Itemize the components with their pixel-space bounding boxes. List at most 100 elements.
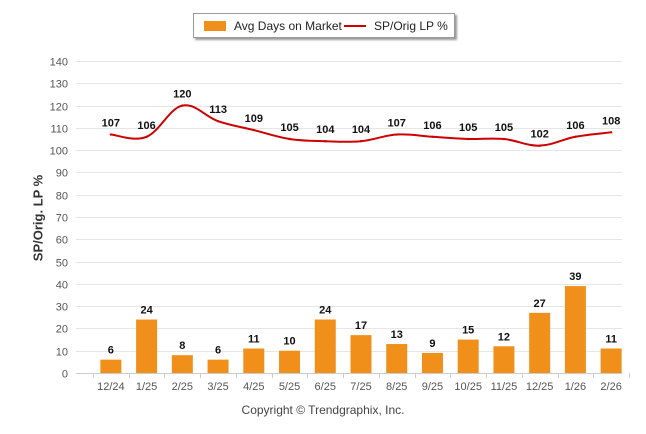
bar [564, 286, 586, 373]
line-point [324, 140, 327, 143]
bar-value-label: 17 [355, 320, 367, 332]
line-point [467, 137, 470, 141]
line-value-label: 106 [137, 120, 155, 132]
y-tick-label: 130 [50, 79, 68, 91]
line-point [574, 135, 577, 138]
legend-label-line: SP/Orig LP % [374, 19, 448, 33]
legend-label-bar: Avg Days on Market [234, 19, 342, 33]
line-value-label: 104 [316, 124, 335, 136]
line-point [288, 137, 291, 141]
line-value-label: 104 [352, 124, 371, 136]
line-point [395, 133, 398, 136]
x-tick-label: 1/26 [565, 381, 586, 393]
legend-item-bar[interactable]: Avg Days on Market [204, 19, 342, 33]
bar-value-label: 10 [283, 336, 295, 348]
line-point [145, 135, 148, 138]
line-value-label: 106 [566, 120, 584, 132]
x-tick-label: 3/25 [207, 381, 228, 393]
y-axis-ticks: 0 10 20 30 40 50 60 70 80 90 100 110 120 130 140 [50, 57, 68, 381]
y-tick-label: 50 [56, 258, 68, 270]
line-swatch-icon [344, 25, 366, 27]
y-tick-label: 90 [56, 168, 68, 180]
bar-value-label: 6 [108, 345, 114, 357]
line-point [109, 133, 113, 136]
bar [350, 335, 372, 373]
bar-value-label: 9 [429, 338, 435, 350]
y-tick-label: 30 [56, 302, 68, 314]
copyright-text: Copyright © Trendgraphix, Inc. [241, 403, 405, 417]
bar [171, 355, 193, 373]
x-tick-label: 8/25 [386, 381, 407, 393]
x-axis-ticks: 12/24 1/25 2/25 3/25 4/25 5/25 6/25 7/25 8/25 9/2… [93, 373, 630, 393]
line-point [538, 144, 541, 147]
bar [529, 312, 551, 373]
line-point [609, 131, 613, 134]
x-tick-label: 4/25 [243, 381, 264, 393]
bar-value-label: 8 [179, 340, 185, 352]
bar-series [100, 286, 622, 373]
bar-value-label: 11 [605, 333, 617, 345]
bar [314, 319, 336, 373]
bar [100, 359, 122, 373]
x-tick-label: 2/26 [600, 381, 621, 393]
line-point [359, 140, 363, 143]
bar [136, 319, 158, 373]
bar-value-label: 24 [319, 305, 332, 317]
gridlines [76, 61, 622, 374]
y-tick-label: 20 [56, 324, 68, 336]
line-value-label: 102 [530, 129, 548, 141]
bar [386, 344, 408, 373]
line-point [181, 104, 184, 107]
x-tick-label: 5/25 [279, 381, 300, 393]
line-point [252, 128, 255, 132]
x-tick-label: 11/25 [491, 381, 518, 393]
bar-value-label: 24 [140, 305, 153, 317]
line-value-label: 105 [495, 122, 513, 134]
line-value-label: 108 [602, 115, 620, 127]
line-point [502, 137, 506, 141]
y-tick-label: 10 [56, 347, 68, 359]
line-value-label: 105 [459, 122, 477, 134]
x-tick-label: 10/25 [454, 381, 482, 393]
y-axis-label: SP/Orig. LP % [30, 174, 46, 262]
y-tick-label: 140 [50, 57, 68, 69]
bar-value-label: 6 [215, 345, 221, 357]
legend: Avg Days on Market SP/Orig LP % [193, 13, 455, 38]
line-value-label: 107 [388, 118, 406, 130]
y-tick-label: 60 [56, 235, 68, 247]
bar-value-label: 11 [248, 333, 260, 345]
x-tick-label: 2/25 [172, 381, 193, 393]
x-tick-label: 12/24 [97, 381, 125, 393]
y-tick-label: 40 [56, 280, 68, 292]
line-series [109, 104, 613, 147]
bar-value-label: 12 [498, 331, 510, 343]
bar-swatch-icon [204, 21, 226, 31]
bar [457, 339, 479, 373]
bar-value-label: 39 [569, 271, 581, 283]
y-tick-label: 110 [50, 124, 68, 136]
line-value-label: 109 [245, 113, 263, 125]
line-value-label: 113 [209, 104, 227, 116]
line-value-label: 120 [173, 89, 191, 101]
y-tick-label: 100 [50, 146, 68, 158]
y-tick-label: 120 [50, 102, 68, 114]
x-tick-label: 7/25 [350, 381, 371, 393]
bar-value-label: 15 [462, 325, 474, 337]
x-tick-label: 12/25 [526, 381, 554, 393]
x-tick-label: 1/25 [136, 381, 157, 393]
data-labels: 6 24 8 6 11 10 24 17 13 9 15 12 27 39 11 107 106 120 113 10… [102, 89, 621, 357]
bar-value-label: 13 [391, 329, 403, 341]
line-point [431, 135, 434, 138]
bar [279, 350, 301, 373]
bar-value-label: 27 [534, 298, 546, 310]
y-tick-label: 0 [62, 369, 68, 381]
bar [600, 348, 622, 373]
bar [421, 352, 443, 373]
line-value-label: 106 [423, 120, 441, 132]
legend-item-line[interactable]: SP/Orig LP % [344, 19, 448, 33]
bar [207, 359, 229, 373]
y-tick-label: 70 [56, 213, 68, 225]
line-value-label: 107 [102, 118, 120, 130]
y-tick-label: 80 [56, 191, 68, 203]
